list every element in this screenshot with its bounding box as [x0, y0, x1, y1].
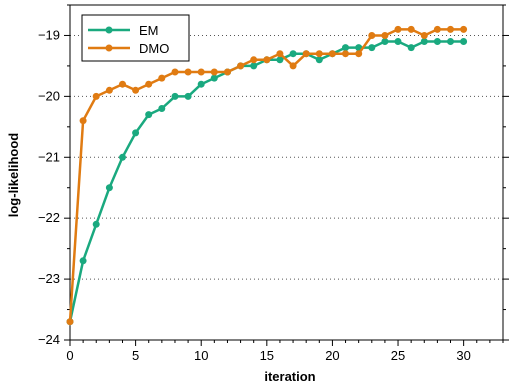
data-point-dmo: [407, 25, 415, 33]
x-tick-label: 10: [194, 348, 208, 363]
data-point-dmo: [210, 68, 218, 76]
data-point-dmo: [224, 68, 231, 76]
data-point-em: [171, 92, 179, 100]
x-tick-label: 30: [456, 348, 470, 363]
data-point-em: [105, 184, 113, 192]
x-tick-label: 5: [132, 348, 139, 363]
data-point-dmo: [276, 50, 284, 58]
data-point-dmo: [394, 25, 402, 33]
data-point-dmo: [289, 62, 297, 70]
data-point-em: [460, 38, 468, 45]
data-point-dmo: [328, 50, 336, 58]
data-point-em: [420, 38, 428, 45]
data-point-em: [394, 38, 402, 45]
grid-lines: [70, 34, 503, 280]
data-point-dmo: [460, 25, 468, 33]
y-axis-title: log-likelihood: [6, 133, 21, 218]
data-point-em: [132, 129, 140, 137]
data-point-dmo: [184, 68, 192, 76]
data-point-dmo: [355, 50, 363, 58]
data-point-em: [289, 50, 297, 58]
y-axis: −24 −23 −22 −21 −20 −19: [38, 4, 509, 347]
data-point-em: [92, 220, 100, 228]
x-axis-title: iteration: [264, 369, 315, 384]
y-tick-label: −21: [38, 149, 60, 164]
data-point-dmo: [447, 25, 454, 33]
data-point-dmo: [79, 117, 87, 125]
data-point-em: [197, 80, 205, 88]
data-point-dmo: [145, 80, 153, 88]
x-tick-label: 15: [260, 348, 274, 363]
data-point-dmo: [420, 32, 428, 39]
data-point-em: [210, 74, 218, 82]
data-point-dmo: [92, 92, 100, 100]
legend: EM DMO: [81, 14, 190, 62]
data-point-em: [250, 62, 258, 70]
data-point-dmo: [66, 318, 74, 326]
legend-label-em: EM: [139, 23, 159, 38]
series-line-em: [68, 40, 464, 322]
legend-label-dmo: DMO: [139, 41, 169, 56]
data-point-dmo: [105, 86, 113, 94]
data-point-em: [342, 44, 349, 52]
series-layer: [66, 25, 468, 326]
data-point-em: [368, 44, 376, 52]
data-point-dmo: [237, 62, 245, 70]
plot-frame: [69, 4, 504, 341]
data-point-em: [381, 38, 389, 45]
data-point-dmo: [315, 50, 323, 58]
y-tick-label: −19: [38, 27, 60, 42]
data-point-dmo: [250, 56, 258, 64]
data-point-em: [158, 105, 166, 112]
y-tick-label: −23: [38, 271, 60, 286]
data-point-dmo: [171, 68, 179, 76]
data-point-em: [433, 38, 441, 45]
data-point-em: [145, 111, 153, 119]
data-point-em: [315, 56, 323, 64]
data-point-dmo: [158, 74, 166, 82]
data-point-dmo: [381, 32, 389, 39]
x-tick-label: 0: [66, 348, 73, 363]
x-tick-label: 20: [325, 348, 339, 363]
legend-marker-em: [105, 26, 113, 34]
data-point-em: [119, 153, 126, 161]
data-point-dmo: [132, 86, 140, 94]
data-point-em: [79, 257, 87, 265]
data-point-dmo: [119, 80, 126, 88]
data-point-dmo: [197, 68, 205, 76]
series-line-dmo: [68, 28, 464, 322]
data-point-dmo: [302, 50, 310, 58]
data-point-em: [184, 92, 192, 100]
y-tick-label: −22: [38, 210, 60, 225]
data-point-dmo: [433, 25, 441, 33]
legend-box: [81, 14, 190, 62]
data-point-em: [276, 56, 284, 64]
y-tick-label: −24: [38, 332, 60, 347]
data-point-dmo: [368, 32, 376, 39]
data-point-em: [407, 44, 415, 52]
data-point-em: [447, 38, 454, 45]
legend-marker-dmo: [105, 44, 113, 52]
x-axis: 0 5 10 15 20 25 30: [66, 340, 504, 363]
data-point-dmo: [342, 50, 349, 58]
data-point-dmo: [263, 56, 271, 64]
x-tick-label: 25: [391, 348, 405, 363]
y-tick-label: −20: [38, 88, 60, 103]
